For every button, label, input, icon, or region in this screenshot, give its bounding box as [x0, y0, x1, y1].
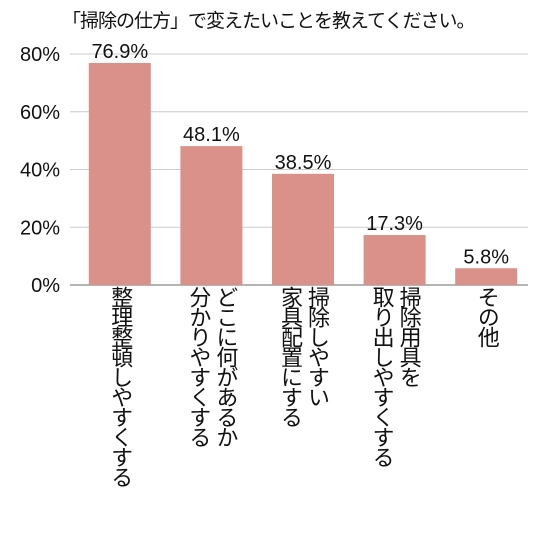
- bar: [272, 173, 334, 285]
- x-tick-label: 掃除用具を 取り出しやすくする: [368, 286, 421, 466]
- bar: [180, 146, 243, 285]
- y-tick-label: 80%: [20, 44, 60, 66]
- x-tick-label: その他: [473, 286, 499, 346]
- data-label: 76.9%: [91, 41, 148, 63]
- x-tick-label: どこに何があるか 分かりやすくする: [185, 286, 238, 446]
- y-tick-label: 60%: [20, 102, 60, 124]
- bar: [88, 62, 151, 285]
- bar: [363, 235, 426, 285]
- data-label: 17.3%: [366, 213, 423, 235]
- data-label: 5.8%: [463, 246, 509, 268]
- x-tick-label: 整理整頓しやすくする: [107, 286, 133, 486]
- data-label: 38.5%: [275, 152, 332, 174]
- y-tick-label: 20%: [20, 217, 60, 239]
- y-tick-label: 0%: [31, 275, 60, 297]
- x-tick-label: 掃除しやすい 家具配置にする: [277, 286, 329, 426]
- bar: [455, 268, 518, 285]
- data-label: 48.1%: [183, 124, 240, 146]
- y-tick-label: 40%: [20, 160, 60, 182]
- chart-title: 「掃除の仕方」で変えたいことを教えてください。: [62, 10, 475, 32]
